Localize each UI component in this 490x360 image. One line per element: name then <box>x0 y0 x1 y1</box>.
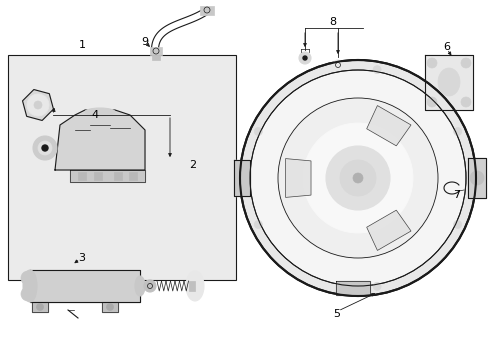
Circle shape <box>326 146 390 210</box>
Ellipse shape <box>23 270 37 302</box>
Bar <box>200 6 214 15</box>
Polygon shape <box>468 158 486 198</box>
Text: 2: 2 <box>190 160 196 170</box>
Polygon shape <box>336 281 370 295</box>
Text: 8: 8 <box>329 17 337 27</box>
Text: 1: 1 <box>78 40 85 50</box>
Polygon shape <box>278 98 438 258</box>
Bar <box>114 172 122 180</box>
Circle shape <box>42 145 48 151</box>
Bar <box>189 281 195 291</box>
Ellipse shape <box>135 276 145 296</box>
Ellipse shape <box>438 68 460 96</box>
Circle shape <box>303 123 413 233</box>
Text: 3: 3 <box>78 253 85 263</box>
Polygon shape <box>55 110 145 170</box>
Circle shape <box>373 282 381 290</box>
Ellipse shape <box>186 271 204 301</box>
Text: 5: 5 <box>334 309 341 319</box>
Bar <box>8 55 236 280</box>
Circle shape <box>240 60 476 296</box>
Circle shape <box>461 97 471 107</box>
Circle shape <box>470 171 484 185</box>
Circle shape <box>303 56 307 60</box>
Circle shape <box>427 97 437 107</box>
Bar <box>150 47 162 55</box>
Bar <box>152 55 160 60</box>
Polygon shape <box>234 160 250 196</box>
Polygon shape <box>425 55 473 110</box>
Polygon shape <box>70 170 145 182</box>
Circle shape <box>38 141 52 155</box>
Text: 7: 7 <box>453 190 461 200</box>
Text: 6: 6 <box>443 42 450 52</box>
Circle shape <box>254 127 262 135</box>
Circle shape <box>33 136 57 160</box>
Ellipse shape <box>85 108 115 116</box>
Circle shape <box>340 160 376 196</box>
Text: 9: 9 <box>142 37 148 47</box>
Circle shape <box>353 173 363 183</box>
Circle shape <box>34 101 42 109</box>
Polygon shape <box>367 210 411 251</box>
Polygon shape <box>30 270 140 302</box>
Circle shape <box>106 303 114 310</box>
Text: 4: 4 <box>92 110 98 120</box>
Circle shape <box>144 280 156 292</box>
Bar <box>94 172 102 180</box>
Polygon shape <box>102 302 118 312</box>
Circle shape <box>427 58 437 68</box>
Polygon shape <box>23 90 53 121</box>
Circle shape <box>454 220 462 229</box>
Bar <box>78 172 86 180</box>
Circle shape <box>27 94 49 116</box>
Circle shape <box>299 52 311 64</box>
Polygon shape <box>367 105 411 146</box>
Polygon shape <box>286 159 311 197</box>
Circle shape <box>373 66 381 74</box>
Circle shape <box>454 127 462 135</box>
Circle shape <box>21 271 35 285</box>
Bar <box>129 172 137 180</box>
Polygon shape <box>240 60 476 296</box>
Circle shape <box>36 303 44 310</box>
Polygon shape <box>250 70 466 286</box>
Circle shape <box>254 220 262 229</box>
Polygon shape <box>32 302 48 312</box>
Circle shape <box>333 60 343 70</box>
Circle shape <box>21 287 35 301</box>
Circle shape <box>461 58 471 68</box>
